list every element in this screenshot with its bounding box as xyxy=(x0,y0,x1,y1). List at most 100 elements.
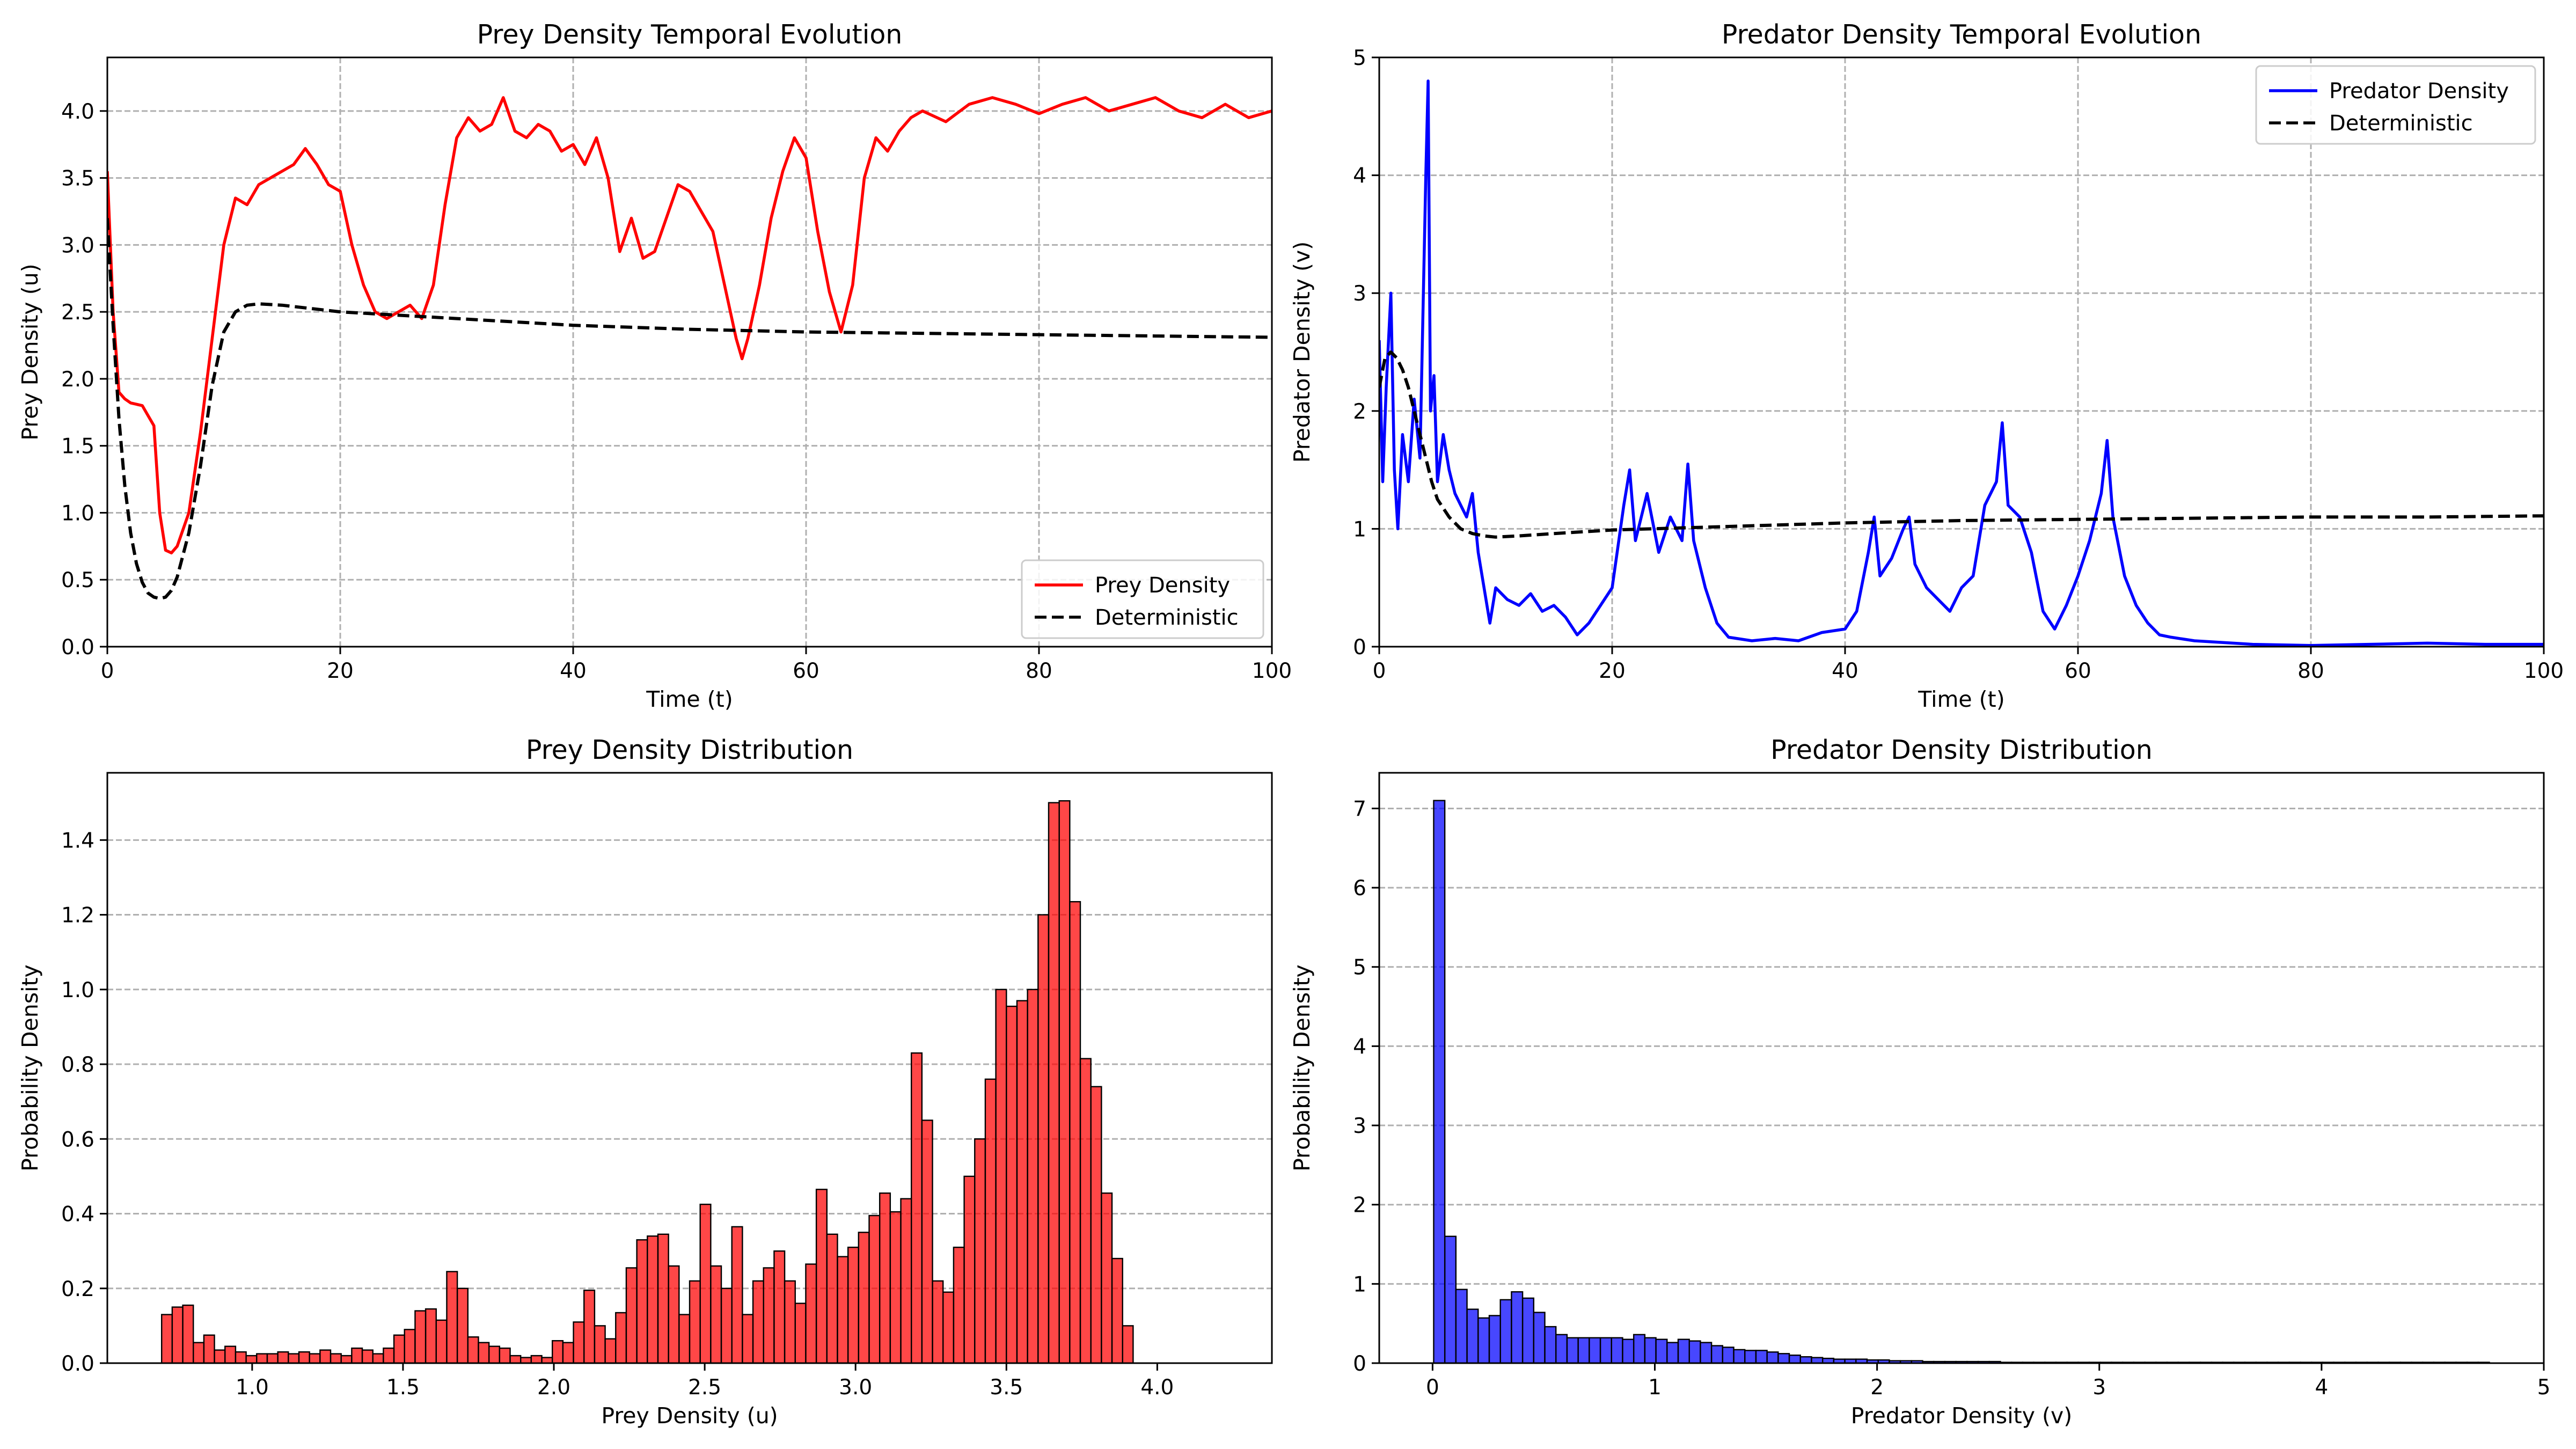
axes-frame xyxy=(1378,56,2545,648)
axes-frame xyxy=(106,56,1273,648)
histogram-bar xyxy=(1016,1000,1028,1363)
legend-label: Predator Density xyxy=(2329,79,2509,104)
histogram-bar xyxy=(805,1263,817,1363)
plot-area xyxy=(160,800,1134,1363)
y-tick-label: 0.2 xyxy=(61,1277,94,1301)
histogram-bar xyxy=(1111,1257,1123,1363)
x-tick-label: 0 xyxy=(1426,1375,1439,1400)
histogram-bar xyxy=(541,1357,553,1363)
x-tick-label: 100 xyxy=(2524,659,2564,683)
histogram-bar xyxy=(298,1351,310,1363)
histogram-bar xyxy=(1666,1342,1679,1363)
histogram-bar xyxy=(361,1349,374,1363)
series-line-1 xyxy=(107,96,1272,555)
x-tick-label: 2.5 xyxy=(688,1375,721,1400)
y-tick-label: 1 xyxy=(1353,1272,1366,1297)
histogram-bar xyxy=(1488,1315,1501,1363)
legend-label: Prey Density xyxy=(1095,573,1230,598)
panel-4: 0 1 2 3 4 5 0 1 2 3 4 5 6 7 Predator Density Distribut… xyxy=(1289,735,2550,1429)
histogram-bar xyxy=(1633,1334,1646,1363)
histogram-bar xyxy=(203,1334,215,1363)
histogram-bar xyxy=(266,1353,279,1363)
x-axis-label: Time (t) xyxy=(646,686,733,712)
plot-area xyxy=(1433,800,2490,1363)
y-tick-label: 0.4 xyxy=(61,1203,94,1227)
histogram-bar xyxy=(1511,1291,1524,1363)
y-tick-label: 0.0 xyxy=(61,635,94,660)
histogram-bar xyxy=(519,1357,532,1363)
x-tick-label: 1.5 xyxy=(386,1375,420,1400)
histogram-bar xyxy=(910,1052,923,1363)
histogram-bar xyxy=(868,1214,881,1363)
histogram-bar xyxy=(1455,1289,1468,1363)
histogram-bar xyxy=(889,1211,902,1363)
histogram-bar xyxy=(784,1280,796,1363)
y-tick-label: 4.0 xyxy=(61,100,94,124)
histogram-bar xyxy=(1599,1337,1612,1363)
y-tick-label: 7 xyxy=(1353,797,1366,821)
x-tick-label: 4 xyxy=(2315,1375,2328,1400)
histogram-bar xyxy=(1777,1353,1790,1363)
histogram-bar xyxy=(562,1342,574,1363)
panel-3: 1.0 1.5 2.0 2.5 3.0 3.5 4.0 0.0 0.2 0.4 0.6 0.8 1.0 1… xyxy=(17,735,1273,1429)
y-tick-label: 1.0 xyxy=(61,501,94,525)
y-tick-label: 2 xyxy=(1353,400,1366,424)
histogram-bar xyxy=(1744,1350,1757,1363)
y-tick-label: 0 xyxy=(1353,635,1366,660)
histogram-bar xyxy=(879,1192,891,1363)
x-tick-label: 3.5 xyxy=(990,1375,1023,1400)
histogram-bar xyxy=(1799,1356,1812,1363)
histogram-bar xyxy=(404,1329,416,1363)
y-tick-label: 2 xyxy=(1353,1194,1366,1218)
histogram-bar xyxy=(1521,1297,1535,1363)
series-line-1 xyxy=(1379,79,2544,647)
histogram-bar xyxy=(530,1355,543,1363)
x-tick-label: 0 xyxy=(101,659,114,683)
histogram-bar xyxy=(720,1287,733,1363)
y-tick-label: 5 xyxy=(1353,956,1366,980)
histogram-bar xyxy=(668,1265,680,1363)
histogram-bar xyxy=(340,1355,353,1363)
histogram-bar xyxy=(1069,901,1081,1363)
histogram-bar xyxy=(1577,1337,1590,1363)
x-tick-label: 4.0 xyxy=(1140,1375,1174,1400)
y-tick-label: 2.0 xyxy=(61,368,94,392)
histogram-bar xyxy=(1566,1337,1579,1363)
legend-box xyxy=(2255,65,2536,145)
histogram-bar xyxy=(552,1340,564,1363)
histogram-bar xyxy=(1477,1317,1490,1363)
histogram-bar xyxy=(900,1198,912,1363)
histogram-bar xyxy=(974,1138,986,1363)
histogram-bar xyxy=(1058,800,1071,1363)
y-tick-label: 2.5 xyxy=(61,301,94,325)
histogram-bar xyxy=(456,1287,469,1363)
histogram-bar xyxy=(1722,1346,1735,1363)
histogram-bar xyxy=(182,1304,194,1363)
y-tick-label: 4 xyxy=(1353,1035,1366,1059)
histogram-bar xyxy=(1122,1325,1134,1363)
y-axis-label: Probability Density xyxy=(1289,964,1315,1172)
histogram-bar xyxy=(1677,1338,1690,1363)
histogram-bar xyxy=(1811,1357,1824,1363)
y-tick-label: 1.0 xyxy=(61,978,94,1002)
histogram-bar xyxy=(921,1119,933,1363)
histogram-bar xyxy=(214,1349,226,1363)
histogram-bar xyxy=(604,1338,617,1363)
x-axis-label: Predator Density (v) xyxy=(1851,1403,2073,1429)
histogram-bar xyxy=(1788,1355,1801,1363)
histogram-bar xyxy=(1555,1334,1568,1363)
x-tick-label: 40 xyxy=(1832,659,1858,683)
y-axis-label: Prey Density (u) xyxy=(17,264,43,440)
chart-title: Predator Density Distribution xyxy=(1770,735,2153,765)
y-tick-label: 0.8 xyxy=(61,1053,94,1077)
histogram-bar xyxy=(858,1232,870,1363)
x-tick-label: 100 xyxy=(1252,659,1292,683)
histogram-bar xyxy=(478,1342,490,1363)
histogram-bar xyxy=(963,1175,976,1363)
histogram-bar xyxy=(383,1347,395,1363)
histogram-bar xyxy=(1733,1349,1746,1363)
histogram-bar xyxy=(932,1280,944,1363)
legend: Prey Density Deterministic xyxy=(1021,559,1264,639)
x-tick-label: 80 xyxy=(1026,659,1052,683)
